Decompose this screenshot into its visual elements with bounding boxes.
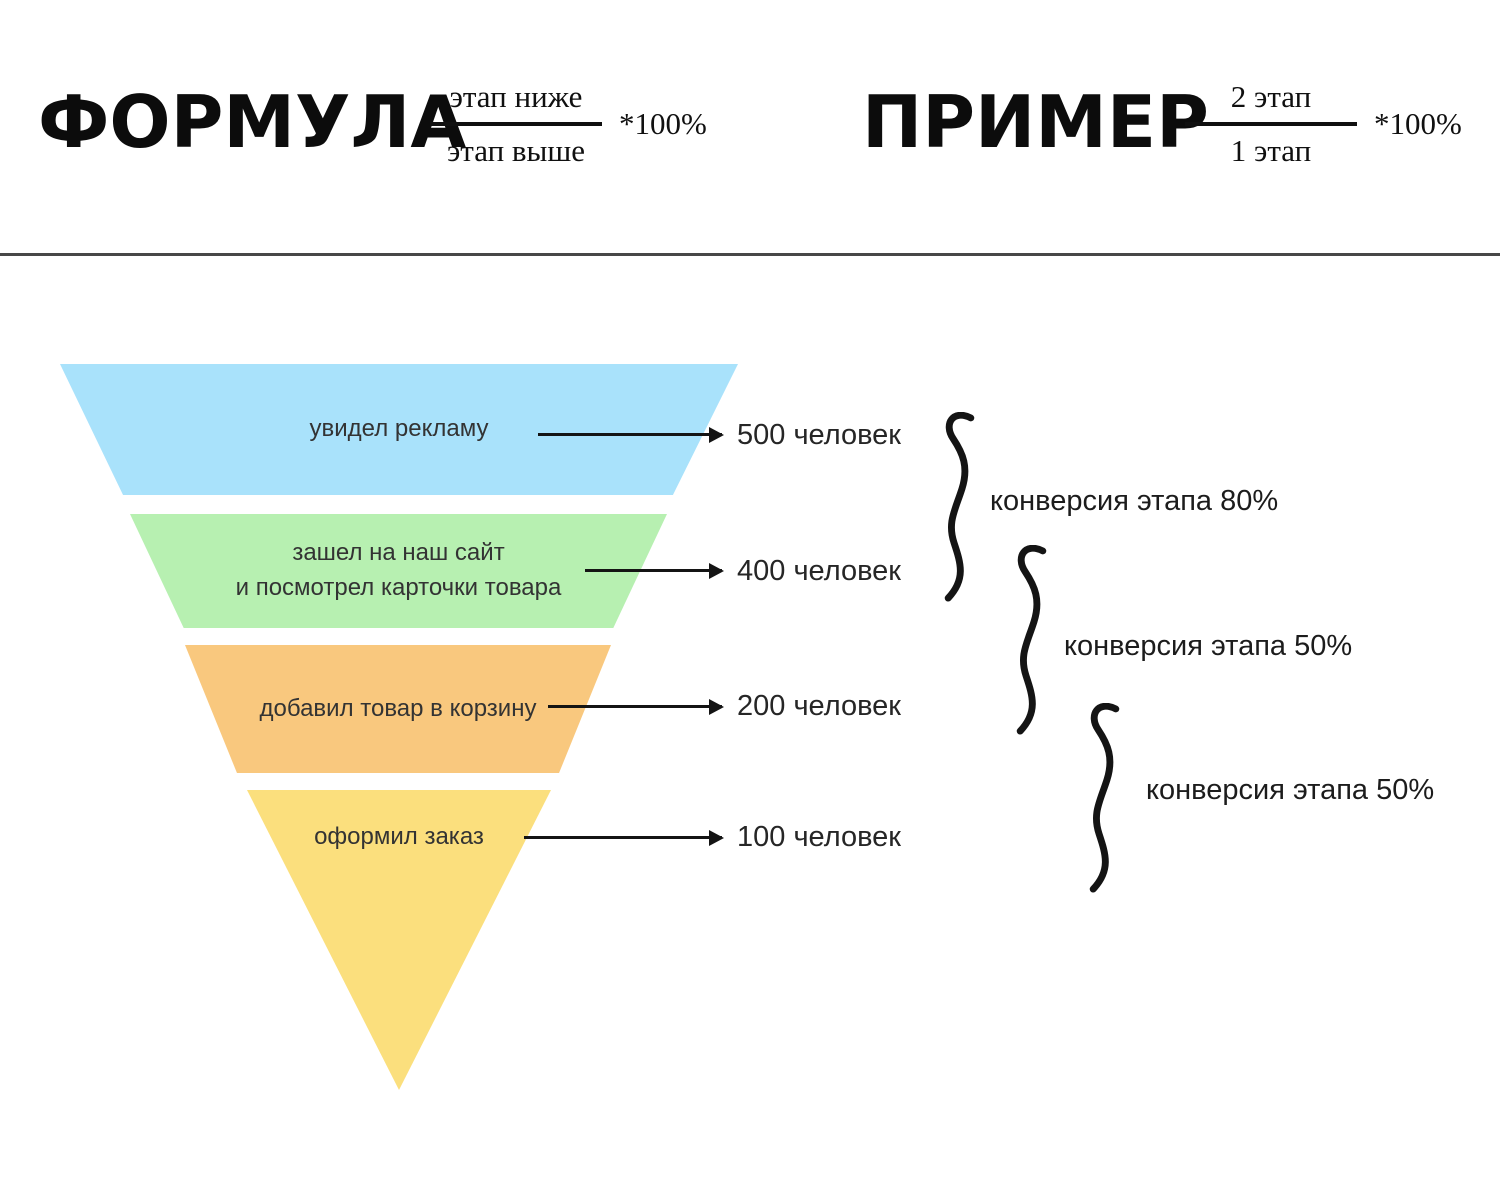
fraction-bar: [430, 122, 602, 127]
example-multiplier: *100%: [1374, 106, 1462, 142]
example-denominator: 1 этап: [1230, 133, 1312, 169]
example-fraction: 2 этап 1 этап: [1185, 79, 1357, 169]
arrow-right-icon: [585, 569, 722, 572]
formula-expression: этап ниже этап выше *100%: [430, 79, 707, 169]
conversion-label: конверсия этапа 80%: [990, 485, 1279, 517]
stage-label: увидел рекламу: [309, 415, 489, 443]
stage-value: 400 человек: [737, 555, 901, 587]
funnel-stage-saw-ad: увидел рекламу: [60, 364, 738, 495]
curly-brace-icon: [938, 411, 980, 609]
stage-label: зашел на наш сайт и посмотрел карточки т…: [236, 536, 562, 606]
curly-brace-icon: [1010, 544, 1052, 742]
fraction-bar: [1185, 122, 1357, 127]
stage-label: добавил товар в корзину: [259, 694, 537, 722]
funnel-stage-visited-site: зашел на наш сайт и посмотрел карточки т…: [130, 514, 667, 628]
stage-value: 500 человек: [737, 419, 901, 451]
stage-label-line-2: и посмотрел карточки товара: [235, 574, 562, 601]
stage-value: 200 человек: [737, 690, 901, 722]
example-title: ПРИМЕР: [862, 80, 1209, 164]
formula-fraction: этап ниже этап выше: [430, 79, 602, 169]
conversion-label: конверсия этапа 50%: [1146, 774, 1435, 806]
conversion-label: конверсия этапа 50%: [1064, 630, 1353, 662]
formula-title: ФОРМУЛА: [38, 80, 467, 164]
example-numerator: 2 этап: [1230, 79, 1312, 114]
divider-line: [0, 253, 1500, 256]
arrow-right-icon: [538, 433, 722, 436]
stage-label: оформил заказ: [314, 823, 484, 850]
arrow-right-icon: [524, 836, 722, 839]
formula-multiplier: *100%: [619, 106, 707, 142]
example-expression: 2 этап 1 этап *100%: [1185, 79, 1462, 169]
formula-denominator: этап выше: [446, 133, 586, 169]
stage-label-line-1: зашел на наш сайт: [292, 539, 505, 567]
curly-brace-icon: [1083, 702, 1125, 900]
funnel-stage-placed-order: оформил заказ: [247, 790, 551, 1090]
arrow-right-icon: [548, 705, 722, 708]
formula-numerator: этап ниже: [449, 79, 583, 114]
stage-value: 100 человек: [737, 821, 901, 853]
funnel-stage-added-to-cart: добавил товар в корзину: [185, 645, 611, 773]
